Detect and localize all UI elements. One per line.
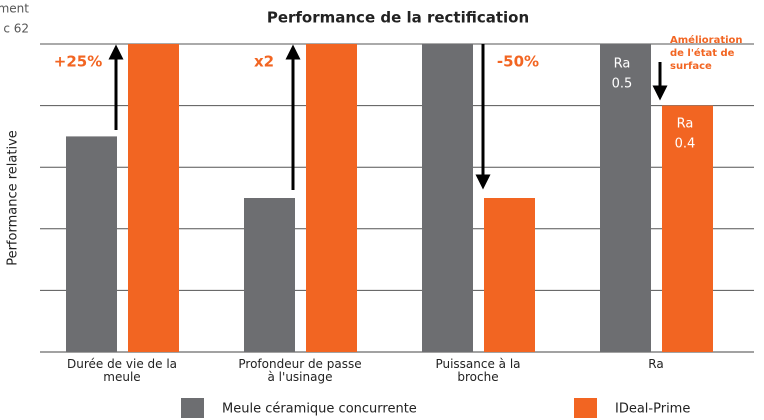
bar-note: Ra — [614, 57, 631, 72]
corner-text: ment — [0, 2, 29, 16]
x-tick-label: Puissance à la broche — [435, 357, 521, 384]
annotation: -50% — [497, 53, 539, 71]
bar — [600, 44, 651, 352]
bar — [128, 44, 179, 352]
bar — [66, 136, 117, 352]
x-tick-label: Profondeur de passe à l'usinage — [238, 357, 362, 384]
legend-swatch — [181, 398, 204, 418]
bar-note: 0.4 — [675, 137, 696, 152]
legend-swatch — [574, 398, 597, 418]
y-axis-label: Performance relative — [6, 130, 21, 266]
x-tick-label: Ra — [648, 357, 664, 371]
annotation: de l'état de — [670, 47, 735, 59]
legend-label: IDeal-Prime — [615, 402, 690, 417]
bar — [484, 198, 535, 352]
annotation: +25% — [54, 53, 102, 71]
bar — [306, 44, 357, 352]
arrows — [108, 44, 668, 190]
x-tick-label: Durée de vie de la meule — [66, 357, 178, 384]
legend-label: Meule céramique concurrente — [222, 402, 417, 417]
annotation: Amélioration — [670, 34, 743, 46]
bar-note: Ra — [677, 117, 694, 132]
bar — [244, 198, 295, 352]
bar — [422, 44, 473, 352]
annotation: x2 — [254, 53, 274, 71]
annotation: surface — [670, 61, 712, 72]
chart-title: Performance de la rectification — [267, 9, 529, 27]
bar-note: 0.5 — [612, 77, 633, 92]
bar — [662, 105, 713, 352]
corner-text: c 62 — [3, 22, 29, 36]
